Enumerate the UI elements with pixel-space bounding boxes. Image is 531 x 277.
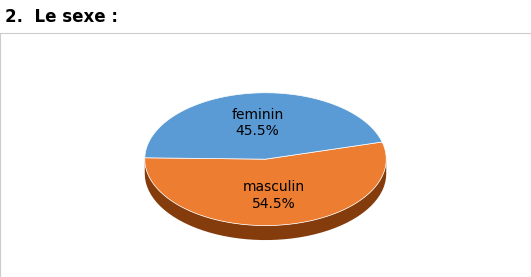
Text: feminin
45.5%: feminin 45.5% — [232, 108, 284, 138]
Text: 2.  Le sexe :: 2. Le sexe : — [5, 8, 118, 26]
Polygon shape — [145, 93, 382, 159]
Polygon shape — [145, 142, 386, 225]
Text: masculin
54.5%: masculin 54.5% — [243, 180, 305, 211]
Polygon shape — [145, 159, 386, 240]
